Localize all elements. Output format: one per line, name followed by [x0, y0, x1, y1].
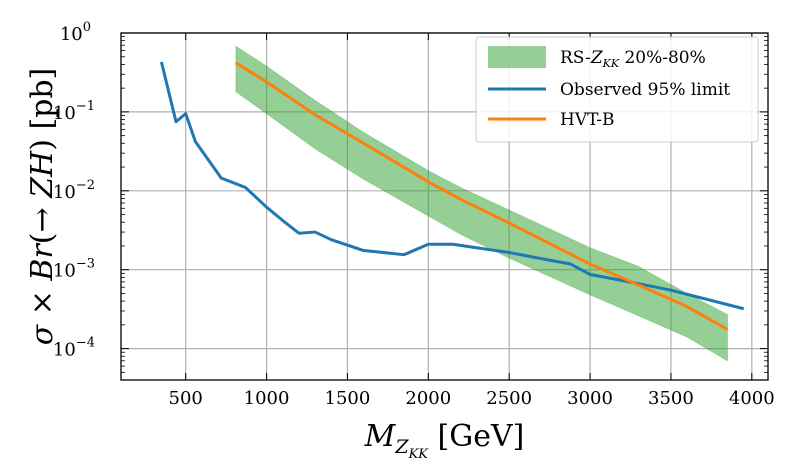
y-tick-exponent: −1 — [76, 99, 95, 114]
y-tick-base: 10 — [53, 340, 76, 361]
x-tick-label: 1500 — [325, 388, 371, 409]
legend: RS-ZKK 20%-80% Observed 95% limit HVT-B — [475, 36, 759, 143]
x-tick-label: 3000 — [567, 388, 613, 409]
observed-limit-line — [159, 61, 745, 311]
legend-label-band-before: RS- — [560, 48, 591, 68]
x-axis-label-sub: Z — [394, 436, 409, 458]
series-lines — [159, 61, 745, 331]
legend-label-band-after: 20%-80% — [619, 48, 706, 68]
y-axis-label-mid: (→ — [25, 198, 60, 244]
y-axis-label-br: Br — [25, 243, 60, 282]
y-tick-label: 10−1 — [53, 99, 95, 124]
plot-frame — [120, 32, 769, 381]
legend-label-observed: Observed 95% limit — [560, 80, 730, 100]
y-tick-base: 10 — [53, 261, 76, 282]
legend-label-band: RS-ZKK 20%-80% — [560, 48, 706, 70]
y-axis-label-zh: ZH — [25, 150, 60, 199]
x-axis-label-unit: [GeV] — [428, 419, 524, 454]
x-tick-label: 3500 — [648, 388, 694, 409]
legend-swatch-band — [488, 46, 546, 68]
hvt-b-line — [235, 61, 729, 331]
x-axis-label-main: M — [364, 419, 397, 454]
x-tick-label: 2500 — [486, 388, 532, 409]
y-tick-base: 10 — [53, 182, 76, 203]
x-tick-label: 2000 — [405, 388, 451, 409]
y-tick-exponent: 0 — [83, 20, 91, 35]
y-tick-label: 10−3 — [53, 257, 95, 282]
y-tick-label: 10−4 — [53, 336, 95, 361]
y-tick-exponent: −4 — [76, 336, 95, 351]
rs-zkk-band — [235, 45, 729, 362]
y-tick-label: 100 — [60, 20, 91, 45]
x-axis-label-subsub: KK — [408, 447, 430, 462]
legend-label-hvt: HVT-B — [560, 110, 615, 130]
y-tick-base: 10 — [60, 24, 83, 45]
y-tick-exponent: −3 — [76, 257, 95, 272]
y-axis-label: σ × Br(→ ZH) [pb] — [25, 68, 60, 346]
x-tick-label: 4000 — [729, 388, 775, 409]
legend-box — [475, 36, 759, 143]
x-axis-label: MZKK [GeV] — [364, 419, 525, 462]
y-tick-label: 10−2 — [53, 178, 95, 203]
legend-label-band-sub: KK — [602, 57, 620, 70]
x-tick-label: 500 — [169, 388, 203, 409]
x-tick-label: 1000 — [244, 388, 290, 409]
band-area — [235, 45, 729, 362]
legend-label-band-z: Z — [590, 48, 604, 68]
y-axis-label-after: ) [pb] — [25, 68, 60, 151]
y-tick-exponent: −2 — [76, 178, 95, 193]
y-axis-label-before: σ × — [25, 281, 60, 346]
y-tick-base: 10 — [53, 103, 76, 124]
x-axis-ticks: 500 1000 1500 2000 2500 3000 3500 4000 — [169, 33, 775, 409]
